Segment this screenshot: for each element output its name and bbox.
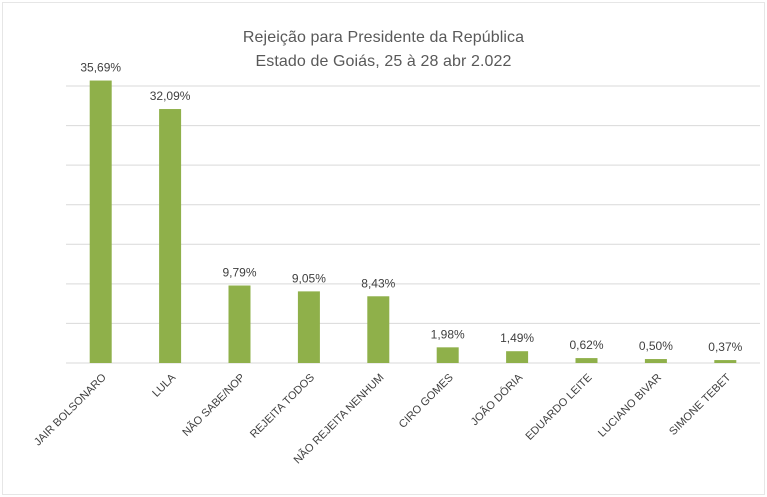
x-tick-label: SIMONE TEBET bbox=[667, 371, 733, 437]
data-label: 32,09% bbox=[150, 89, 191, 103]
chart-subtitle: Estado de Goiás, 25 à 28 abr 2.022 bbox=[255, 53, 512, 70]
data-label: 0,37% bbox=[708, 340, 742, 354]
gridlines bbox=[66, 85, 760, 364]
bar bbox=[297, 291, 320, 363]
x-tick-label: JAIR BOLSONARO bbox=[32, 371, 109, 448]
data-label: 8,43% bbox=[361, 276, 395, 290]
bar bbox=[644, 359, 667, 363]
x-tick-label: JOÃO DÓRIA bbox=[468, 370, 526, 428]
bar bbox=[506, 351, 529, 363]
bar bbox=[159, 109, 182, 363]
bar bbox=[714, 360, 737, 363]
x-tick-label: LULA bbox=[150, 371, 178, 399]
bar bbox=[228, 285, 251, 363]
bar bbox=[575, 358, 598, 363]
bars bbox=[89, 80, 737, 363]
bar bbox=[367, 296, 390, 363]
x-tick-label: CIRO GOMES bbox=[397, 372, 456, 431]
x-tick-label: LUCIANO BIVAR bbox=[596, 372, 664, 440]
chart-title: Rejeição para Presidente da República bbox=[242, 29, 525, 46]
data-label: 0,62% bbox=[569, 338, 603, 352]
data-label: 9,79% bbox=[222, 266, 256, 280]
x-tick-label: REJEITA TODOS bbox=[248, 372, 317, 441]
bar bbox=[89, 80, 112, 363]
data-label: 35,69% bbox=[80, 61, 121, 75]
data-label: 1,49% bbox=[500, 331, 534, 345]
data-label: 1,98% bbox=[431, 327, 465, 341]
data-label: 0,50% bbox=[639, 339, 673, 353]
x-tick-label: EDUARDO LEITE bbox=[523, 372, 594, 443]
x-tick-label: NÃO SABE/NOP bbox=[180, 371, 248, 439]
data-labels: 35,69% 32,09% 9,79% 9,05% 8,43% 1,98% 1,49% 0,6… bbox=[80, 61, 742, 355]
bar bbox=[436, 347, 459, 363]
data-label: 9,05% bbox=[292, 271, 326, 285]
x-tick-labels: JAIR BOLSONARO LULA NÃO SABE/NOP REJEITA TO… bbox=[32, 370, 734, 466]
